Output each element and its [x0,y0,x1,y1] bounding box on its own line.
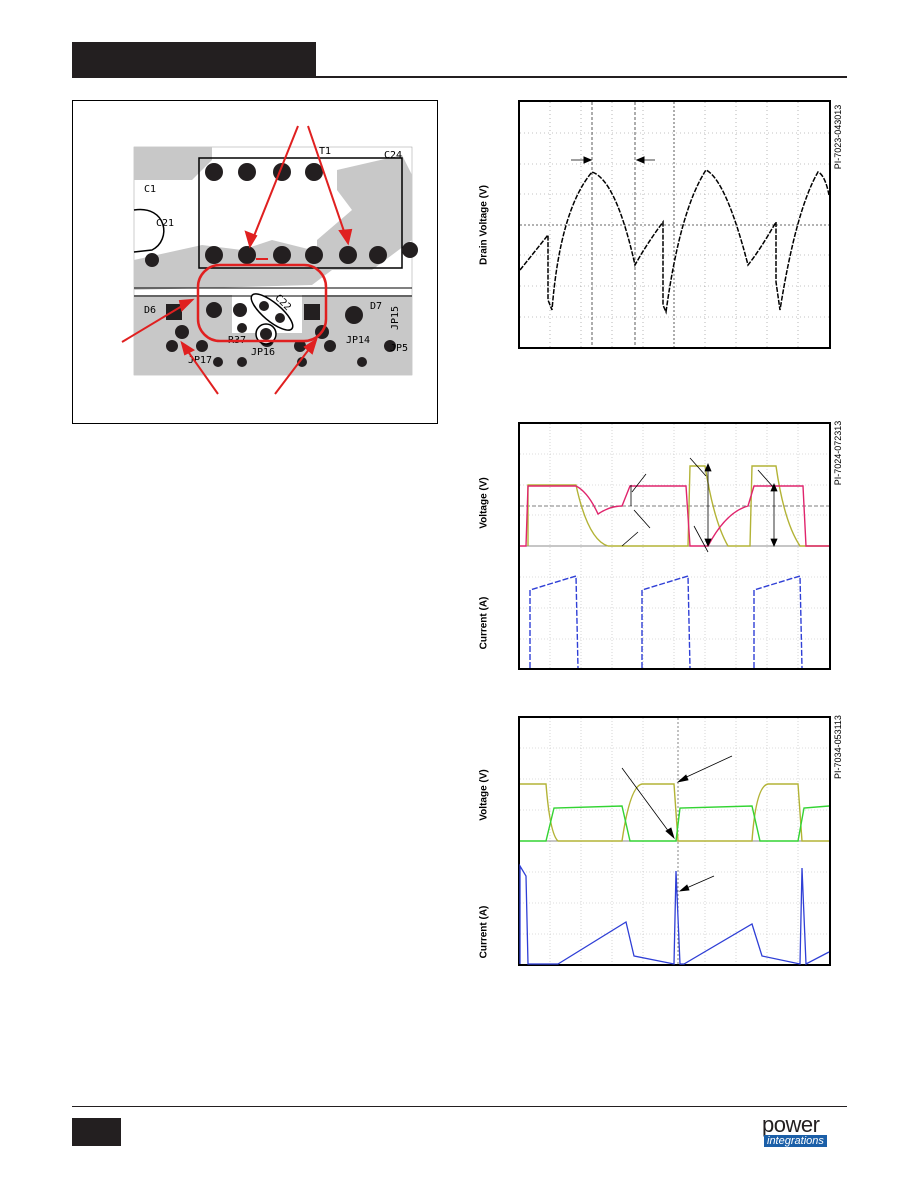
pcb-label: C21 [156,218,174,229]
header-bar [72,42,316,78]
pcb-label: JP15 [390,306,401,330]
copper-pour [134,147,212,180]
pcb-layout-figure: C1 C21 T1 C24 D6 D7 C22 R37 JP15 JP17 JP… [121,125,418,395]
plot1-scope-trace [518,100,831,349]
page-number-box [72,1118,121,1146]
pcb-label: JP16 [251,347,275,358]
pcb-label: JP5 [390,343,408,354]
plot2-id: PI-7024-072313 [833,420,843,486]
logo-word-power: power [762,1112,820,1137]
plot1-ylabel: Drain Voltage (V) [478,185,490,265]
highlight-loop [196,263,328,343]
pcb-label: T1 [319,146,331,157]
logo-word-integrations: integrations [764,1135,827,1147]
capacitor-c22 [250,293,294,345]
plot3-ylabel-current: Current (A) [478,905,490,959]
transformer-outline [198,157,403,269]
pcb-figure-frame [72,100,438,424]
pcb-label: C1 [144,184,156,195]
power-integrations-logo: power integrations [754,1112,850,1152]
pcb-pads [145,163,418,367]
plot1-id: PI-7023-043013 [833,104,843,170]
copper-pour [317,155,412,270]
plot3-ylabel-voltage: Voltage (V) [478,769,490,821]
callout-arrows [121,125,353,395]
pcb-label: JP17 [188,355,212,366]
capacitor-c21-outline [133,208,165,253]
pcb-label: C24 [384,150,402,161]
plot3-id: PI-7034-053113 [833,715,843,779]
pcb-label: JP14 [346,335,370,346]
plot2-scope-trace [518,422,831,670]
plot2-ylabel-current: Current (A) [478,596,490,650]
pcb-label: D6 [144,305,156,316]
plot3-scope-trace [518,716,831,966]
pcb-label: D7 [370,301,382,312]
footer-rule [72,1106,847,1107]
header-rule [316,76,847,78]
plot2-ylabel-voltage: Voltage (V) [478,477,490,529]
